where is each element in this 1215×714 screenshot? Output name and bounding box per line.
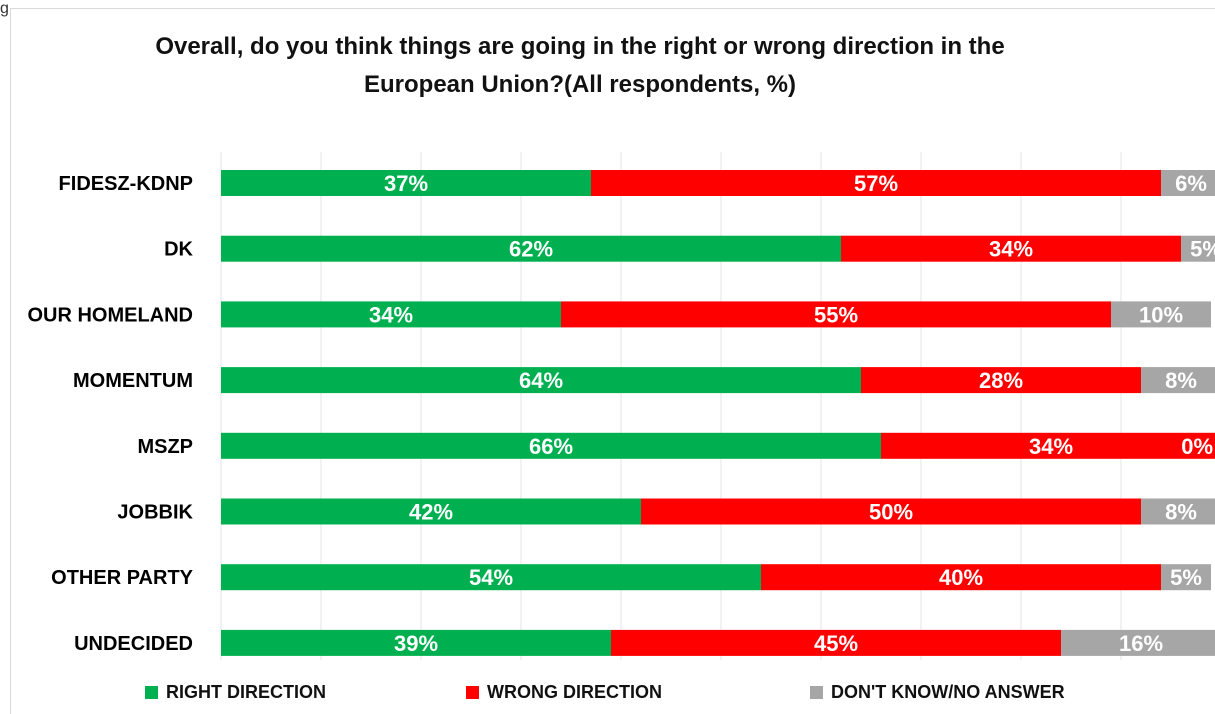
bar-right-direction-undecided: [221, 629, 611, 656]
legend-swatch-dont-know: [810, 686, 823, 699]
data-label-right-direction-momentum: 64%: [519, 368, 563, 393]
data-label-right-direction-our-homeland: 34%: [369, 302, 413, 327]
bar-right-direction-dk: [221, 235, 841, 262]
category-label-undecided: UNDECIDED: [74, 633, 193, 655]
data-label-don-t-know-no-answer-mszp: 0%: [1181, 434, 1213, 459]
category-label-our-homeland: OUR HOMELAND: [27, 304, 193, 326]
legend-label-wrong-direction: WRONG DIRECTION: [487, 682, 662, 702]
bar-don-t-know-no-answer-jobbik: [1141, 498, 1215, 525]
bar-right-direction-fidesz-kdnp: [221, 170, 591, 196]
data-label-don-t-know-no-answer-other-party: 5%: [1170, 565, 1202, 590]
category-label-dk: DK: [164, 239, 193, 261]
bar-wrong-direction-dk: [841, 235, 1181, 262]
chart-title-line-2: European Union?(All respondents, %): [363, 71, 796, 98]
chart-frame: [10, 8, 1215, 714]
data-label-don-t-know-no-answer-our-homeland: 10%: [1139, 302, 1183, 327]
data-label-don-t-know-no-answer-dk: 5%: [1190, 237, 1215, 262]
data-label-wrong-direction-fidesz-kdnp: 57%: [854, 171, 898, 196]
legend-swatch-right-direction: [145, 686, 158, 699]
data-label-right-direction-dk: 62%: [509, 237, 553, 262]
category-label-jobbik: JOBBIK: [117, 502, 193, 524]
data-label-wrong-direction-undecided: 45%: [814, 631, 858, 656]
category-label-momentum: MOMENTUM: [73, 370, 193, 392]
bar-don-t-know-no-answer-other-party: [1161, 564, 1211, 591]
data-label-right-direction-fidesz-kdnp: 37%: [384, 171, 428, 196]
chart-title: Overall, do you think things are going i…: [90, 28, 1070, 104]
bar-wrong-direction-our-homeland: [561, 301, 1111, 328]
legend-item-dont-know: DON'T KNOW/NO ANSWER: [810, 682, 1065, 703]
bar-wrong-direction-mszp: [881, 432, 1215, 459]
data-label-wrong-direction-other-party: 40%: [939, 565, 983, 590]
bar-wrong-direction-undecided: [611, 629, 1061, 656]
bar-don-t-know-no-answer-undecided: [1061, 629, 1215, 656]
bar-don-t-know-no-answer-dk: [1181, 235, 1215, 262]
data-label-right-direction-undecided: 39%: [394, 631, 438, 656]
bar-right-direction-momentum: [221, 367, 861, 394]
data-label-wrong-direction-jobbik: 50%: [869, 500, 913, 525]
data-label-wrong-direction-mszp: 34%: [1029, 434, 1073, 459]
bar-right-direction-jobbik: [221, 498, 641, 525]
bar-don-t-know-no-answer-our-homeland: [1111, 301, 1211, 328]
category-label-mszp: MSZP: [137, 436, 193, 458]
bar-right-direction-our-homeland: [221, 301, 561, 328]
legend-item-right-direction: RIGHT DIRECTION: [145, 682, 326, 703]
bar-don-t-know-no-answer-momentum: [1141, 367, 1215, 394]
legend-swatch-wrong-direction: [466, 686, 479, 699]
data-label-wrong-direction-dk: 34%: [989, 237, 1033, 262]
data-label-wrong-direction-our-homeland: 55%: [814, 302, 858, 327]
data-label-don-t-know-no-answer-momentum: 8%: [1165, 368, 1197, 393]
data-label-wrong-direction-momentum: 28%: [979, 368, 1023, 393]
data-label-don-t-know-no-answer-undecided: 16%: [1119, 631, 1163, 656]
category-label-fidesz-kdnp: FIDESZ-KDNP: [59, 173, 193, 195]
bar-right-direction-mszp: [221, 432, 881, 459]
data-label-right-direction-other-party: 54%: [469, 565, 513, 590]
bar-wrong-direction-jobbik: [641, 498, 1141, 525]
chart-legend: RIGHT DIRECTION WRONG DIRECTION DON'T KN…: [0, 682, 1215, 708]
data-label-right-direction-mszp: 66%: [529, 434, 573, 459]
chart-title-line-1: Overall, do you think things are going i…: [155, 33, 1005, 60]
legend-item-wrong-direction: WRONG DIRECTION: [466, 682, 662, 703]
data-label-don-t-know-no-answer-jobbik: 8%: [1165, 500, 1197, 525]
bar-wrong-direction-momentum: [861, 367, 1141, 394]
legend-label-dont-know: DON'T KNOW/NO ANSWER: [831, 682, 1065, 702]
corner-text: g: [0, 0, 9, 17]
legend-label-right-direction: RIGHT DIRECTION: [166, 682, 326, 702]
bar-right-direction-other-party: [221, 564, 761, 591]
bar-wrong-direction-other-party: [761, 564, 1161, 591]
category-label-other-party: OTHER PARTY: [51, 567, 194, 589]
bar-don-t-know-no-answer-fidesz-kdnp: [1161, 170, 1215, 196]
data-label-right-direction-jobbik: 42%: [409, 500, 453, 525]
data-label-don-t-know-no-answer-fidesz-kdnp: 6%: [1175, 171, 1207, 196]
bar-wrong-direction-fidesz-kdnp: [591, 170, 1161, 196]
